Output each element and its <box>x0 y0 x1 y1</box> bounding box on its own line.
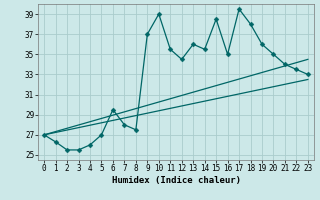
X-axis label: Humidex (Indice chaleur): Humidex (Indice chaleur) <box>111 176 241 185</box>
